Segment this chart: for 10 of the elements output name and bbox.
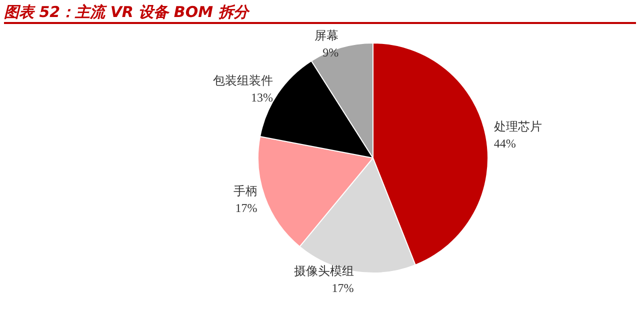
slice-label: 摄像头模组 (294, 264, 354, 278)
slice-label: 屏幕 (314, 28, 339, 42)
data-label: 17% (235, 201, 258, 216)
slice-label: 包装组装件 (213, 73, 274, 88)
slice-label: 手柄 (233, 184, 258, 198)
data-label: 17% (332, 280, 354, 295)
slice-label: 处理芯片 (494, 119, 542, 134)
chart-title: 图表 52：主流 VR 设备 BOM 拆分 (4, 2, 636, 24)
data-label: 13% (251, 90, 274, 104)
data-label: 44% (494, 136, 516, 150)
